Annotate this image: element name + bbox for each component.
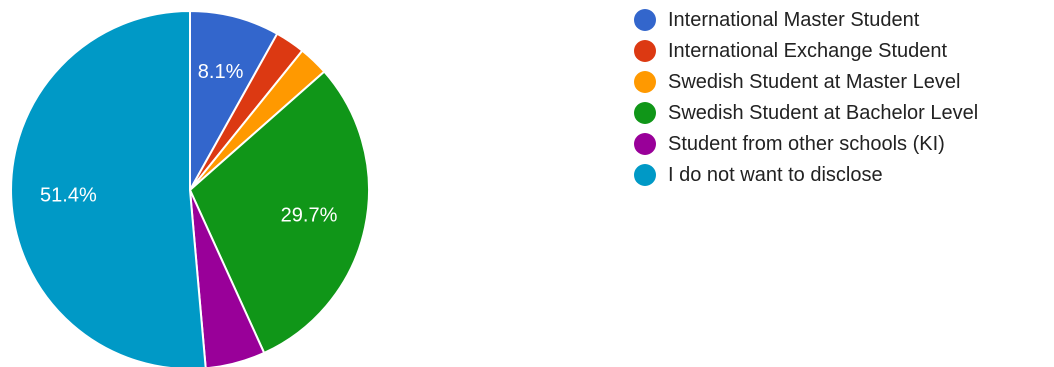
- legend-swatch-icon: [634, 9, 656, 31]
- legend-swatch-icon: [634, 71, 656, 93]
- legend: International Master Student Internationa…: [634, 7, 978, 193]
- legend-label: International Master Student: [668, 8, 920, 31]
- slice-data-label: 51.4%: [40, 184, 97, 206]
- legend-label: Student from other schools (KI): [668, 132, 945, 155]
- legend-swatch-icon: [634, 102, 656, 124]
- legend-item[interactable]: Swedish Student at Bachelor Level: [634, 100, 978, 126]
- legend-label: Swedish Student at Master Level: [668, 70, 961, 93]
- legend-item[interactable]: International Master Student: [634, 7, 978, 33]
- legend-item[interactable]: I do not want to disclose: [634, 162, 978, 188]
- legend-label: Swedish Student at Bachelor Level: [668, 101, 979, 124]
- pie-slice[interactable]: [10, 10, 207, 367]
- legend-swatch-icon: [634, 164, 656, 186]
- legend-item[interactable]: International Exchange Student: [634, 38, 978, 64]
- pie-slice[interactable]: [189, 10, 279, 191]
- legend-item[interactable]: Swedish Student at Master Level: [634, 69, 978, 95]
- pie-slice[interactable]: [189, 189, 266, 367]
- slice-data-label: 29.7%: [281, 204, 338, 226]
- slice-data-label: 8.1%: [198, 61, 244, 83]
- legend-item[interactable]: Student from other schools (KI): [634, 131, 978, 157]
- legend-swatch-icon: [634, 40, 656, 62]
- legend-label: International Exchange Student: [668, 39, 948, 62]
- legend-label: I do not want to disclose: [668, 163, 883, 186]
- pie-chart: 8.1% 29.7% 51.4%: [10, 10, 370, 367]
- legend-swatch-icon: [634, 133, 656, 155]
- pie-slice[interactable]: [189, 70, 370, 354]
